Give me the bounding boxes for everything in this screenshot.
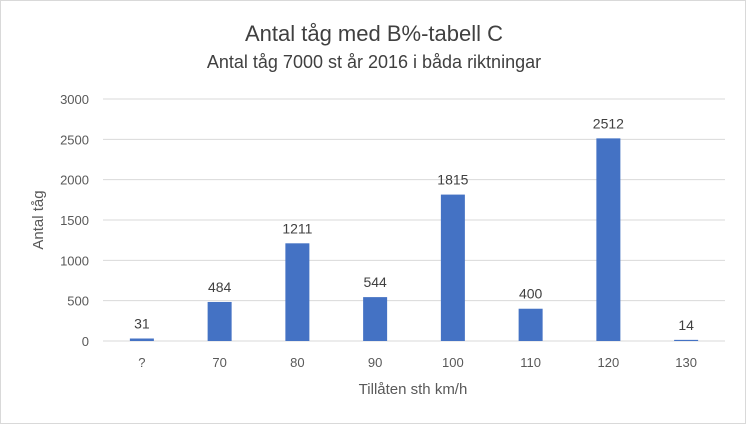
x-tick-label: 100 — [442, 355, 464, 370]
data-labels: 31 484 1211 544 1815 400 2512 14 — [134, 115, 694, 333]
data-label: 2512 — [593, 115, 624, 131]
bar — [440, 194, 465, 341]
y-axis-ticks: 0 500 1000 1500 2000 2500 3000 — [60, 92, 89, 349]
x-axis-ticks: ? 70 80 90 100 110 120 130 — [138, 355, 697, 370]
bar — [129, 338, 154, 341]
y-tick-label: 2000 — [60, 173, 89, 188]
x-tick-label: 80 — [290, 355, 304, 370]
x-tick-label: 120 — [598, 355, 620, 370]
x-tick-label: ? — [138, 355, 145, 370]
bar — [518, 308, 543, 341]
y-tick-label: 3000 — [60, 92, 89, 107]
data-label: 484 — [208, 279, 232, 295]
chart-title: Antal tåg med B%-tabell C — [245, 21, 503, 46]
bar — [207, 301, 232, 341]
x-tick-label: 130 — [675, 355, 697, 370]
y-tick-label: 500 — [67, 294, 89, 309]
y-tick-label: 1500 — [60, 213, 89, 228]
data-label: 31 — [134, 315, 150, 331]
x-axis-label: Tillåten sth km/h — [359, 381, 468, 398]
data-label: 400 — [519, 286, 543, 302]
y-tick-label: 2500 — [60, 132, 89, 147]
bars — [129, 138, 699, 341]
bar — [363, 297, 388, 341]
data-label: 1211 — [282, 220, 312, 236]
data-label: 14 — [678, 317, 694, 333]
chart-subtitle: Antal tåg 7000 st år 2016 i båda riktnin… — [207, 52, 541, 72]
x-tick-label: 70 — [212, 355, 226, 370]
x-tick-label: 110 — [520, 355, 541, 370]
x-tick-label: 90 — [368, 355, 382, 370]
data-label: 1815 — [437, 172, 468, 188]
y-tick-label: 0 — [82, 334, 89, 349]
bar — [596, 138, 621, 341]
y-tick-label: 1000 — [60, 253, 89, 268]
gridlines — [103, 98, 725, 342]
y-axis-label: Antal tåg — [30, 190, 47, 249]
bar — [285, 243, 310, 341]
bar — [674, 339, 699, 341]
data-label: 544 — [363, 274, 387, 290]
